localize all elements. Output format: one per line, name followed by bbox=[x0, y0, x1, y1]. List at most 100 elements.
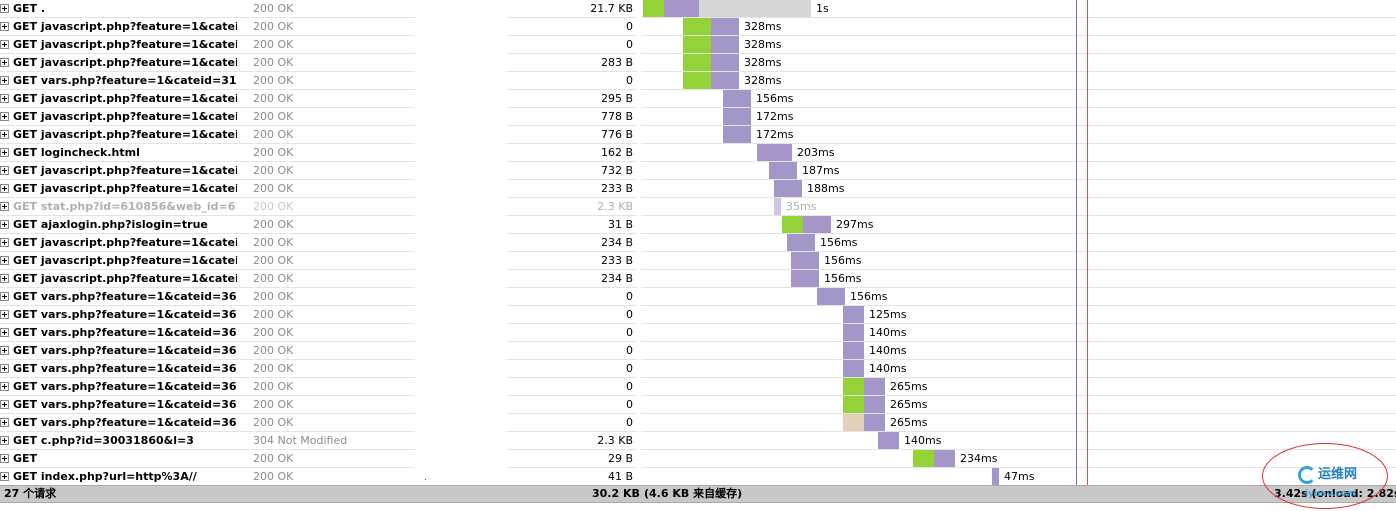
timeline-duration: 188ms bbox=[807, 182, 845, 195]
timeline-bar-waiting bbox=[843, 360, 864, 377]
expand-plus-icon[interactable] bbox=[0, 148, 9, 157]
timeline-bar-waiting bbox=[934, 450, 955, 467]
request-row[interactable]: GET javascript.php?feature=1&cateid= 200 … bbox=[0, 90, 1396, 108]
expand-plus-icon[interactable] bbox=[0, 472, 9, 481]
expand-plus-icon[interactable] bbox=[0, 112, 9, 121]
request-row[interactable]: GET vars.php?feature=1&cateid=36&ty 200 O… bbox=[0, 306, 1396, 324]
request-method: GET bbox=[13, 74, 38, 87]
request-row[interactable]: GET javascript.php?feature=1&cateid= 200 … bbox=[0, 252, 1396, 270]
timeline-duration: 172ms bbox=[756, 128, 794, 141]
row-separator bbox=[641, 17, 1396, 18]
request-row[interactable]: GET javascript.php?feature=1&cateid= 200 … bbox=[0, 126, 1396, 144]
expand-plus-icon[interactable] bbox=[0, 454, 9, 463]
request-url: GET stat.php?id=610856&web_id=6108 bbox=[13, 200, 237, 214]
expand-plus-icon[interactable] bbox=[0, 238, 9, 247]
request-row[interactable]: GET javascript.php?feature=1&cateid= 200 … bbox=[0, 270, 1396, 288]
row-separator bbox=[0, 323, 415, 324]
request-path: c.php?id=30031860&l=3 bbox=[40, 434, 194, 447]
request-row[interactable]: GET javascript.php?feature=1&cateid= 200 … bbox=[0, 54, 1396, 72]
expand-plus-icon[interactable] bbox=[0, 40, 9, 49]
row-separator bbox=[641, 233, 1396, 234]
expand-plus-icon[interactable] bbox=[0, 94, 9, 103]
request-row[interactable]: GET vars.php?feature=1&cateid=31&ty 200 O… bbox=[0, 72, 1396, 90]
timeline-duration: 156ms bbox=[824, 272, 862, 285]
request-method: GET bbox=[13, 92, 38, 105]
expand-plus-icon[interactable] bbox=[0, 184, 9, 193]
request-row[interactable]: GET vars.php?feature=1&cateid=36&ty 200 O… bbox=[0, 378, 1396, 396]
row-separator bbox=[507, 53, 637, 54]
row-separator bbox=[507, 17, 637, 18]
request-size: 2.3 KB bbox=[597, 200, 633, 213]
request-method: GET bbox=[13, 416, 38, 429]
expand-plus-icon[interactable] bbox=[0, 130, 9, 139]
request-row[interactable]: GET vars.php?feature=1&cateid=36&ty 200 O… bbox=[0, 396, 1396, 414]
expand-plus-icon[interactable] bbox=[0, 58, 9, 67]
row-separator bbox=[641, 395, 1396, 396]
expand-plus-icon[interactable] bbox=[0, 166, 9, 175]
request-row[interactable]: GET javascript.php?feature=1&cateid= 200 … bbox=[0, 36, 1396, 54]
request-row[interactable]: GET javascript.php?feature=1&cateid= 200 … bbox=[0, 108, 1396, 126]
expand-plus-icon[interactable] bbox=[0, 274, 9, 283]
expand-plus-icon[interactable] bbox=[0, 418, 9, 427]
expand-plus-icon[interactable] bbox=[0, 220, 9, 229]
request-row[interactable]: GET javascript.php?feature=1&cateid= 200 … bbox=[0, 162, 1396, 180]
expand-plus-icon[interactable] bbox=[0, 22, 9, 31]
timeline-bar-waiting bbox=[723, 108, 751, 125]
expand-plus-icon[interactable] bbox=[0, 346, 9, 355]
request-size: 41 B bbox=[607, 470, 633, 483]
request-row[interactable]: GET c.php?id=30031860&l=3 304 Not Modifie… bbox=[0, 432, 1396, 450]
request-row[interactable]: GET index.php?url=http%3A// 200 OK 41 B 47m… bbox=[0, 468, 1396, 486]
expand-plus-icon[interactable] bbox=[0, 382, 9, 391]
request-row[interactable]: GET vars.php?feature=1&cateid=36&ty 200 O… bbox=[0, 288, 1396, 306]
row-separator bbox=[0, 413, 415, 414]
request-path: javascript.php?feature=1&cateid= bbox=[40, 38, 237, 51]
expand-plus-icon[interactable] bbox=[0, 76, 9, 85]
row-separator bbox=[0, 377, 415, 378]
request-row[interactable]: GET stat.php?id=610856&web_id=6108 200 OK… bbox=[0, 198, 1396, 216]
row-separator bbox=[0, 305, 415, 306]
request-path: javascript.php?feature=1&cateid= bbox=[40, 182, 237, 195]
request-row[interactable]: GET vars.php?feature=1&cateid=36&ty 200 O… bbox=[0, 414, 1396, 432]
expand-plus-icon[interactable] bbox=[0, 400, 9, 409]
timeline-duration: 265ms bbox=[890, 398, 928, 411]
request-url: GET javascript.php?feature=1&cateid= bbox=[13, 20, 237, 34]
expand-plus-icon[interactable] bbox=[0, 292, 9, 301]
request-row[interactable]: GET ajaxlogin.php?islogin=true 200 OK 31 B… bbox=[0, 216, 1396, 234]
row-separator bbox=[641, 179, 1396, 180]
request-status: 200 OK bbox=[253, 164, 294, 177]
request-row[interactable]: GET 200 OK 29 B 234ms bbox=[0, 450, 1396, 468]
request-row[interactable]: GET javascript.php?feature=1&cateid= 200 … bbox=[0, 234, 1396, 252]
row-separator bbox=[641, 251, 1396, 252]
request-path: . bbox=[40, 2, 46, 15]
request-row[interactable]: GET vars.php?feature=1&cateid=36&ty 200 O… bbox=[0, 360, 1396, 378]
request-method: GET bbox=[13, 218, 38, 231]
request-url: GET vars.php?feature=1&cateid=36&ty bbox=[13, 308, 237, 322]
request-row[interactable]: GET . 200 OK 21.7 KB 1s bbox=[0, 0, 1396, 18]
request-row[interactable]: GET javascript.php?feature=1&cateid= 200 … bbox=[0, 180, 1396, 198]
expand-plus-icon[interactable] bbox=[0, 436, 9, 445]
timeline-bar-waiting bbox=[787, 234, 815, 251]
expand-plus-icon[interactable] bbox=[0, 328, 9, 337]
expand-plus-icon[interactable] bbox=[0, 310, 9, 319]
request-path: ajaxlogin.php?islogin=true bbox=[40, 218, 208, 231]
row-separator bbox=[0, 197, 415, 198]
request-row[interactable]: GET logincheck.html 200 OK 162 B 203ms bbox=[0, 144, 1396, 162]
row-separator bbox=[641, 53, 1396, 54]
expand-plus-icon[interactable] bbox=[0, 256, 9, 265]
request-row[interactable]: GET javascript.php?feature=1&cateid= 200 … bbox=[0, 18, 1396, 36]
timeline-bar-waiting bbox=[878, 432, 899, 449]
request-status: 200 OK bbox=[253, 38, 294, 51]
expand-plus-icon[interactable] bbox=[0, 4, 9, 13]
row-separator bbox=[507, 71, 637, 72]
expand-plus-icon[interactable] bbox=[0, 202, 9, 211]
row-separator bbox=[0, 125, 415, 126]
request-row[interactable]: GET vars.php?feature=1&cateid=36&ty 200 O… bbox=[0, 342, 1396, 360]
request-row[interactable]: GET vars.php?feature=1&cateid=36&ty 200 O… bbox=[0, 324, 1396, 342]
request-url: GET javascript.php?feature=1&cateid= bbox=[13, 164, 237, 178]
expand-plus-icon[interactable] bbox=[0, 364, 9, 373]
request-method: GET bbox=[13, 434, 38, 447]
timeline-duration: 156ms bbox=[824, 254, 862, 267]
timeline-bar-waiting bbox=[723, 90, 751, 107]
timeline-duration: 234ms bbox=[960, 452, 998, 465]
row-separator bbox=[641, 467, 1396, 468]
